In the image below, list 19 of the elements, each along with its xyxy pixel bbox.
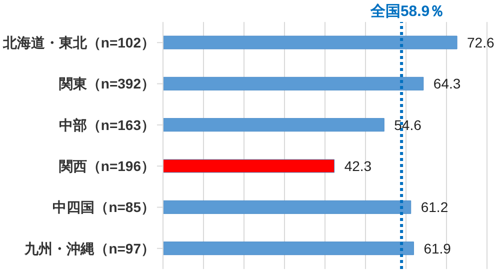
bar [163,200,412,214]
y-tick-label: 関東（n=392） [58,76,155,92]
data-label: 54.6 [394,116,422,133]
bar [163,118,384,132]
y-tick-label: 関西（n=196） [58,158,155,174]
data-label: 72.6 [467,34,494,50]
data-label: 64.3 [433,76,461,92]
y-tick-label: 中部（n=163） [58,116,155,133]
data-label: 61.2 [420,199,448,216]
data-label: 42.3 [344,158,372,174]
ref-line-label: 全国58.9％ [369,3,445,20]
bar [163,242,414,256]
bar [163,76,424,90]
bar [163,159,335,173]
data-label: 61.9 [424,240,452,256]
bar [163,36,458,50]
y-tick-label: 九州・沖縄（n=97） [24,240,155,256]
y-tick-label: 北海道・東北（n=102） [2,34,155,51]
y-tick-label: 中四国（n=85） [52,199,155,216]
